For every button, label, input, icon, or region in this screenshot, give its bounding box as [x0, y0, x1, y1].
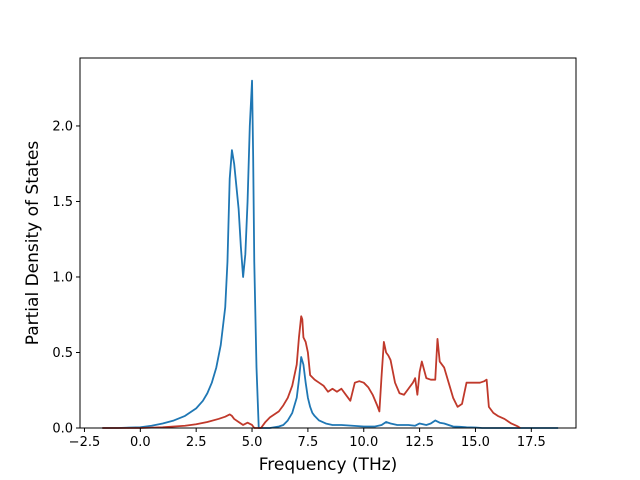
x-tick-label: −2.5: [69, 435, 101, 450]
x-tick-label: 0.0: [130, 435, 151, 450]
series-layer: [102, 79, 559, 429]
x-tick-label: 5.0: [242, 435, 263, 450]
x-tick-label: 15.0: [461, 435, 490, 450]
x-tick-label: 7.5: [298, 435, 319, 450]
x-tick-label: 10.0: [349, 435, 378, 450]
series-line-1: [102, 79, 559, 429]
x-tick-label: 12.5: [405, 435, 434, 450]
y-tick-label: 1.0: [52, 270, 73, 285]
x-axis-label: Frequency (THz): [259, 455, 398, 475]
y-axis: 0.0 0.5 1.0 1.5 2.0: [52, 119, 80, 437]
y-tick-label: 0.5: [52, 346, 73, 361]
y-axis-label: Partial Density of States: [23, 141, 43, 346]
y-tick-label: 2.0: [52, 119, 73, 134]
series-line-2: [102, 315, 521, 429]
x-tick-label: 17.5: [517, 435, 546, 450]
plot-frame: [79, 57, 577, 429]
x-axis: −2.5 0.0 2.5 5.0 7.5 10.0 12.5 15.0 17.5: [69, 428, 546, 450]
x-tick-label: 2.5: [186, 435, 207, 450]
y-tick-label: 1.5: [52, 195, 73, 210]
y-tick-label: 0.0: [52, 422, 73, 437]
